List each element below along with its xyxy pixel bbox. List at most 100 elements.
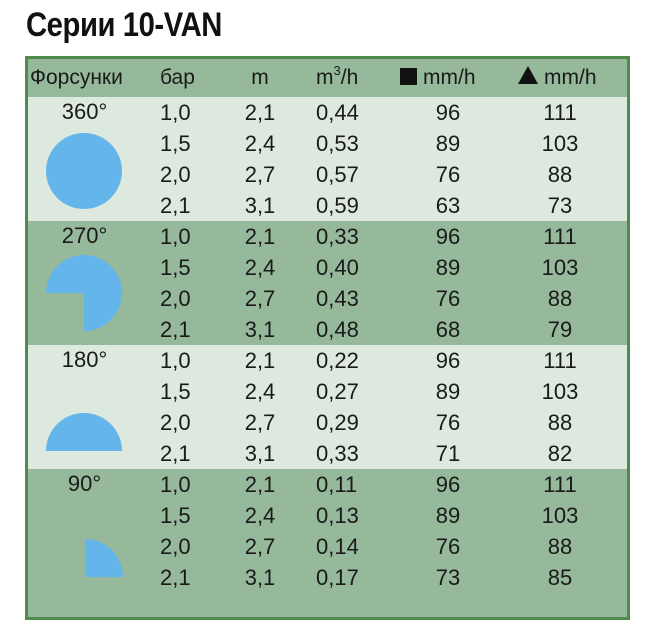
header-flow-unit: /h (340, 66, 359, 89)
flow-cell: 0,27 (316, 379, 359, 404)
radius-cell: 2,7 (244, 534, 276, 559)
radius-cell: 2,7 (244, 162, 276, 187)
table-row: 1,0 2,1 0,11 96 111 (28, 469, 627, 500)
table-header: Форсунки бар m m3/h mm/h mm/h (28, 59, 627, 97)
nozzle-group: 180° 1,0 2,1 0,22 96 111 1,5 2,4 0,27 89 103 2,0 2,7… (28, 345, 627, 469)
header-triangle-rate-label: mm/h (544, 66, 597, 89)
triangle-rate-cell: 88 (547, 410, 573, 435)
triangle-rate-cell: 85 (547, 565, 573, 590)
square-rate-cell: 68 (435, 317, 461, 342)
triangle-rate-cell: 103 (541, 503, 579, 528)
half-circle-icon (44, 409, 124, 458)
radius-cell: 2,4 (244, 503, 276, 528)
triangle-rate-cell: 73 (547, 193, 573, 218)
flow-cell: 0,48 (316, 317, 359, 342)
pressure-cell: 1,0 (160, 224, 191, 249)
triangle-rate-cell: 111 (543, 100, 577, 125)
triangle-rate-cell: 103 (541, 255, 579, 280)
page-title: Серии 10-VAN (26, 6, 222, 44)
radius-cell: 2,1 (244, 224, 276, 249)
pressure-cell: 1,5 (160, 131, 191, 156)
three-quarter-circle-icon (44, 253, 124, 338)
table-row: 2,0 2,7 0,14 76 88 (28, 531, 627, 562)
table-row: 1,5 2,4 0,53 89 103 (28, 128, 627, 159)
radius-cell: 2,4 (244, 255, 276, 280)
triangle-rate-cell: 103 (541, 131, 579, 156)
header-square-rate: mm/h (400, 59, 500, 97)
flow-cell: 0,22 (316, 348, 359, 373)
pressure-cell: 1,5 (160, 379, 191, 404)
flow-cell: 0,33 (316, 441, 359, 466)
square-rate-cell: 76 (435, 286, 461, 311)
nozzle-group: 270° 1,0 2,1 0,33 96 111 1,5 2,4 0,40 89 103 2,0 2,7… (28, 221, 627, 345)
flow-cell: 0,29 (316, 410, 359, 435)
square-rate-cell: 71 (435, 441, 461, 466)
table-row: 2,0 2,7 0,43 76 88 (28, 283, 627, 314)
radius-cell: 2,1 (244, 100, 276, 125)
table-row: 2,0 2,7 0,57 76 88 (28, 159, 627, 190)
flow-cell: 0,59 (316, 193, 359, 218)
radius-cell: 2,1 (244, 472, 276, 497)
square-rate-cell: 89 (435, 503, 461, 528)
table-row: 2,1 3,1 0,33 71 82 (28, 438, 627, 469)
pressure-cell: 1,0 (160, 472, 191, 497)
pressure-cell: 2,0 (160, 410, 191, 435)
flow-cell: 0,40 (316, 255, 359, 280)
table-row: 2,1 3,1 0,48 68 79 (28, 314, 627, 345)
radius-cell: 2,1 (244, 348, 276, 373)
square-rate-cell: 89 (435, 131, 461, 156)
pressure-cell: 1,5 (160, 255, 191, 280)
square-rate-cell: 96 (435, 100, 461, 125)
flow-cell: 0,17 (316, 565, 359, 590)
square-icon (400, 68, 417, 85)
flow-cell: 0,43 (316, 286, 359, 311)
nozzle-angle: 180° (61, 347, 108, 372)
square-rate-cell: 96 (435, 348, 461, 373)
nozzle-angle: 90° (67, 471, 102, 496)
triangle-rate-cell: 79 (547, 317, 573, 342)
flow-cell: 0,53 (316, 131, 359, 156)
pressure-cell: 2,1 (160, 565, 191, 590)
pressure-cell: 2,1 (160, 317, 191, 342)
table-row: 1,0 2,1 0,22 96 111 (28, 345, 627, 376)
full-circle-icon (44, 131, 124, 216)
table-row: 2,1 3,1 0,59 63 73 (28, 190, 627, 221)
radius-cell: 2,4 (244, 131, 276, 156)
triangle-rate-cell: 111 (543, 224, 577, 249)
flow-cell: 0,11 (316, 472, 358, 497)
header-flow-base: m (316, 66, 334, 89)
table-row: 1,5 2,4 0,13 89 103 (28, 500, 627, 531)
flow-cell: 0,13 (316, 503, 359, 528)
square-rate-cell: 63 (435, 193, 461, 218)
pressure-cell: 1,5 (160, 503, 191, 528)
triangle-rate-cell: 111 (543, 472, 577, 497)
radius-cell: 2,7 (244, 286, 276, 311)
nozzle-group: 360° 1,0 2,1 0,44 96 111 1,5 2,4 0,53 89 103 2,0 2,7… (28, 97, 627, 221)
radius-cell: 2,4 (244, 379, 276, 404)
nozzle-table: Форсунки бар m m3/h mm/h mm/h 360° 1,0 2,1… (25, 56, 630, 620)
triangle-rate-cell: 82 (547, 441, 573, 466)
triangle-rate-cell: 111 (543, 348, 577, 373)
flow-cell: 0,57 (316, 162, 359, 187)
pressure-cell: 2,1 (160, 193, 191, 218)
header-flow: m3/h (316, 59, 376, 97)
flow-cell: 0,14 (316, 534, 359, 559)
flow-cell: 0,33 (316, 224, 359, 249)
flow-cell: 0,44 (316, 100, 359, 125)
square-rate-cell: 89 (435, 379, 461, 404)
header-flow-exp: 3 (333, 63, 341, 78)
table-row: 1,5 2,4 0,27 89 103 (28, 376, 627, 407)
header-square-rate-label: mm/h (423, 66, 476, 89)
pressure-cell: 2,1 (160, 441, 191, 466)
triangle-icon (518, 66, 538, 84)
table-row: 2,0 2,7 0,29 76 88 (28, 407, 627, 438)
table-row: 1,0 2,1 0,33 96 111 (28, 221, 627, 252)
pressure-cell: 2,0 (160, 162, 191, 187)
square-rate-cell: 76 (435, 162, 461, 187)
radius-cell: 2,7 (244, 410, 276, 435)
square-rate-cell: 96 (435, 472, 461, 497)
table-row: 1,5 2,4 0,40 89 103 (28, 252, 627, 283)
header-nozzles: Форсунки (30, 66, 123, 89)
table-row: 1,0 2,1 0,44 96 111 (28, 97, 627, 128)
square-rate-cell: 96 (435, 224, 461, 249)
